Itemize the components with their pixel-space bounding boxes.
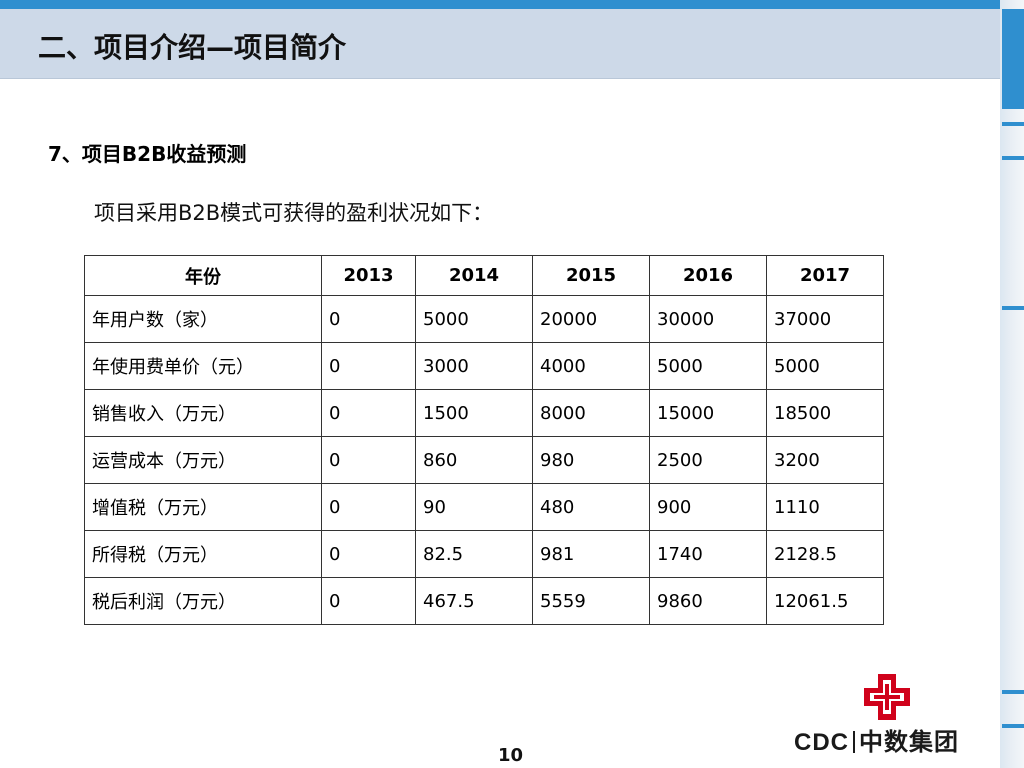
value-cell: 30000 (649, 295, 767, 343)
value-cell: 4000 (532, 342, 650, 390)
column-header: 2015 (532, 255, 650, 296)
table-row: 年使用费单价（元） 0 3000 4000 5000 5000 (84, 342, 884, 390)
value-cell: 8000 (532, 389, 650, 437)
row-label-cell: 所得税（万元） (84, 530, 322, 578)
row-label-cell: 增值税（万元） (84, 483, 322, 531)
value-cell: 1500 (415, 389, 533, 437)
column-header: 2014 (415, 255, 533, 296)
value-cell: 1740 (649, 530, 767, 578)
logo-brand-cn: 中数集团 (859, 729, 959, 756)
table-row: 所得税（万元） 0 82.5 981 1740 2128.5 (84, 530, 884, 578)
row-label-cell: 年使用费单价（元） (84, 342, 322, 390)
value-cell: 0 (321, 295, 416, 343)
value-cell: 2128.5 (766, 530, 884, 578)
column-header: 2017 (766, 255, 884, 296)
value-cell: 5000 (766, 342, 884, 390)
value-cell: 480 (532, 483, 650, 531)
value-cell: 467.5 (415, 577, 533, 625)
value-cell: 37000 (766, 295, 884, 343)
value-cell: 5000 (415, 295, 533, 343)
value-cell: 5000 (649, 342, 767, 390)
value-cell: 2500 (649, 436, 767, 484)
value-cell: 12061.5 (766, 577, 884, 625)
column-header: 2016 (649, 255, 767, 296)
cross-logo-icon (864, 674, 910, 720)
title-bar: 二、项目介绍—项目简介 (0, 9, 1000, 79)
value-cell: 82.5 (415, 530, 533, 578)
column-header: 年份 (84, 255, 322, 296)
row-label-cell: 运营成本（万元） (84, 436, 322, 484)
logo-mark-shape (874, 695, 900, 699)
table-body: 年用户数（家） 0 5000 20000 30000 37000 年使用费单价（元） 0 300… (84, 295, 884, 625)
column-header: 2013 (321, 255, 416, 296)
right-accent-band (1002, 9, 1024, 109)
value-cell: 0 (321, 342, 416, 390)
value-cell: 5559 (532, 577, 650, 625)
table-row: 销售收入（万元） 0 1500 8000 15000 18500 (84, 389, 884, 437)
right-stripe (1002, 724, 1024, 728)
value-cell: 0 (321, 577, 416, 625)
logo-separator (853, 731, 855, 753)
table-header-row: 年份 2013 2014 2015 2016 2017 (84, 255, 884, 296)
value-cell: 3000 (415, 342, 533, 390)
section-heading: 7、项目B2B收益预测 (48, 142, 247, 166)
row-label-cell: 销售收入（万元） (84, 389, 322, 437)
row-label-cell: 年用户数（家） (84, 295, 322, 343)
value-cell: 980 (532, 436, 650, 484)
logo-wordmark: CDC 中数集团 (794, 722, 959, 757)
right-stripe (1002, 122, 1024, 126)
value-cell: 0 (321, 389, 416, 437)
slide-title: 二、项目介绍—项目简介 (38, 31, 347, 64)
value-cell: 15000 (649, 389, 767, 437)
table-row: 年用户数（家） 0 5000 20000 30000 37000 (84, 295, 884, 343)
revenue-table: 年份 2013 2014 2015 2016 2017 年用户数（家） 0 5000… (84, 255, 884, 625)
right-stripe (1002, 306, 1024, 310)
value-cell: 0 (321, 436, 416, 484)
right-stripe (1002, 156, 1024, 160)
value-cell: 1110 (766, 483, 884, 531)
value-cell: 18500 (766, 389, 884, 437)
top-border (0, 0, 1024, 9)
value-cell: 90 (415, 483, 533, 531)
value-cell: 981 (532, 530, 650, 578)
value-cell: 0 (321, 530, 416, 578)
right-stripe (1002, 690, 1024, 694)
table-row: 运营成本（万元） 0 860 980 2500 3200 (84, 436, 884, 484)
value-cell: 20000 (532, 295, 650, 343)
table-row: 税后利润（万元） 0 467.5 5559 9860 12061.5 (84, 577, 884, 625)
value-cell: 860 (415, 436, 533, 484)
value-cell: 9860 (649, 577, 767, 625)
value-cell: 900 (649, 483, 767, 531)
value-cell: 0 (321, 483, 416, 531)
company-logo: CDC 中数集团 (794, 674, 982, 757)
right-decoration (1000, 0, 1024, 768)
table-row: 增值税（万元） 0 90 480 900 1110 (84, 483, 884, 531)
intro-text: 项目采用B2B模式可获得的盈利状况如下： (94, 201, 494, 225)
row-label-cell: 税后利润（万元） (84, 577, 322, 625)
value-cell: 3200 (766, 436, 884, 484)
logo-brand-latin: CDC (794, 729, 849, 756)
page-number: 10 (498, 745, 524, 766)
